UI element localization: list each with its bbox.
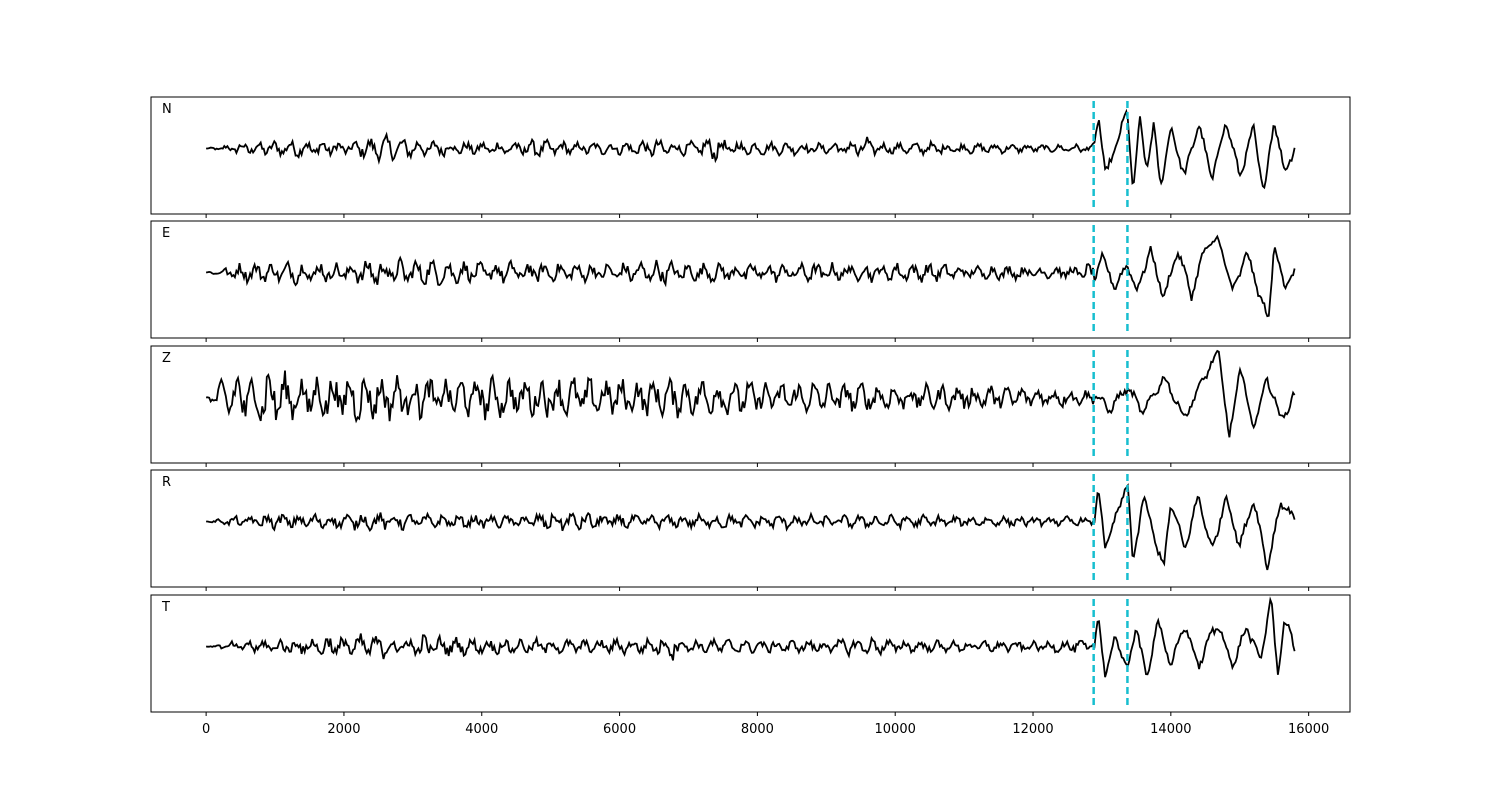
panel-r: R bbox=[150, 469, 1351, 591]
panel-label: R bbox=[162, 475, 171, 490]
panel-label: T bbox=[161, 600, 170, 615]
panel-frame bbox=[150, 345, 1351, 464]
x-tick-label: 10000 bbox=[875, 722, 916, 737]
panel-frame bbox=[150, 220, 1351, 339]
panel-label: E bbox=[162, 226, 170, 241]
x-tick-label: 12000 bbox=[1012, 722, 1053, 737]
panel-z: Z bbox=[150, 345, 1351, 467]
x-axis: 0 2000 4000 6000 8000 10000 12000 14000 16000 bbox=[202, 722, 1329, 737]
x-tick-label: 6000 bbox=[603, 722, 636, 737]
panel-e: E bbox=[150, 220, 1351, 342]
x-tick-label: 2000 bbox=[327, 722, 360, 737]
x-tick-label: 16000 bbox=[1288, 722, 1329, 737]
x-tick-label: 4000 bbox=[465, 722, 498, 737]
trace-line bbox=[206, 108, 1296, 190]
panels-group: N E Z R T bbox=[150, 96, 1351, 716]
x-tick-label: 14000 bbox=[1150, 722, 1191, 737]
x-tick-label: 0 bbox=[202, 722, 210, 737]
trace-line bbox=[205, 234, 1296, 318]
panel-frame bbox=[150, 594, 1351, 713]
panel-frame bbox=[150, 96, 1351, 215]
panel-label: Z bbox=[162, 351, 171, 366]
trace-line bbox=[205, 349, 1296, 438]
x-tick-label: 8000 bbox=[741, 722, 774, 737]
trace-line bbox=[206, 482, 1296, 571]
panel-t: T bbox=[150, 594, 1351, 716]
panel-n: N bbox=[150, 96, 1351, 218]
panel-frame bbox=[150, 469, 1351, 588]
trace-line bbox=[205, 596, 1296, 678]
panel-label: N bbox=[162, 102, 172, 117]
